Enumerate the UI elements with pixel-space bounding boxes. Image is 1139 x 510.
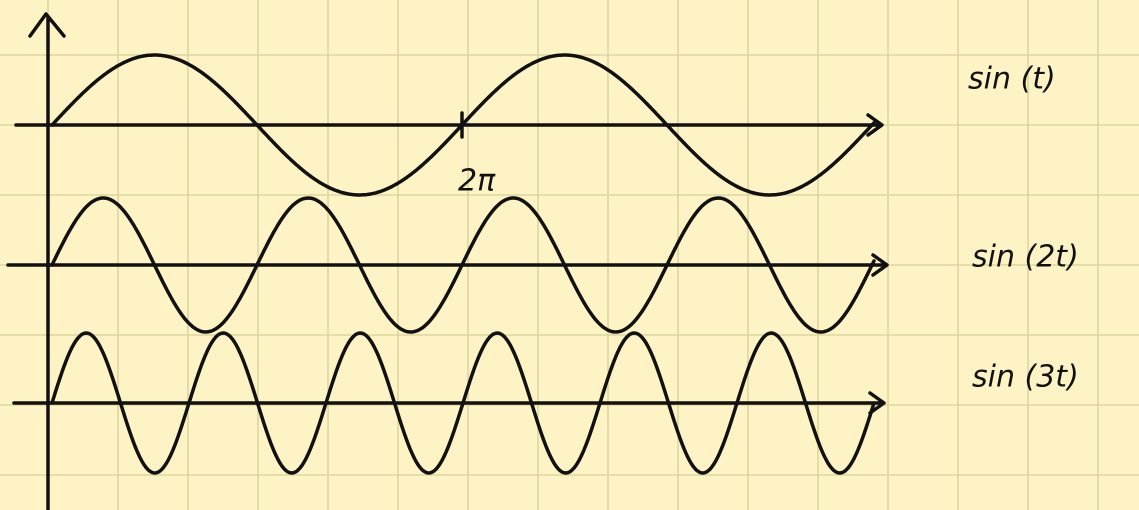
page: 2π sin (t) sin (2t) sin (3t) (() => { co… <box>0 0 1139 510</box>
time-axis <box>16 115 882 135</box>
vertical-axis <box>30 14 64 510</box>
curve-label: sin (3t) <box>972 360 1079 395</box>
period-label: 2π <box>458 164 496 199</box>
time-axis <box>8 255 887 275</box>
time-axis <box>14 393 884 413</box>
sketch: 2π sin (t) sin (2t) sin (3t) <box>0 0 1139 510</box>
curve-label: sin (t) <box>968 62 1056 97</box>
curve-label: sin (2t) <box>972 240 1079 275</box>
